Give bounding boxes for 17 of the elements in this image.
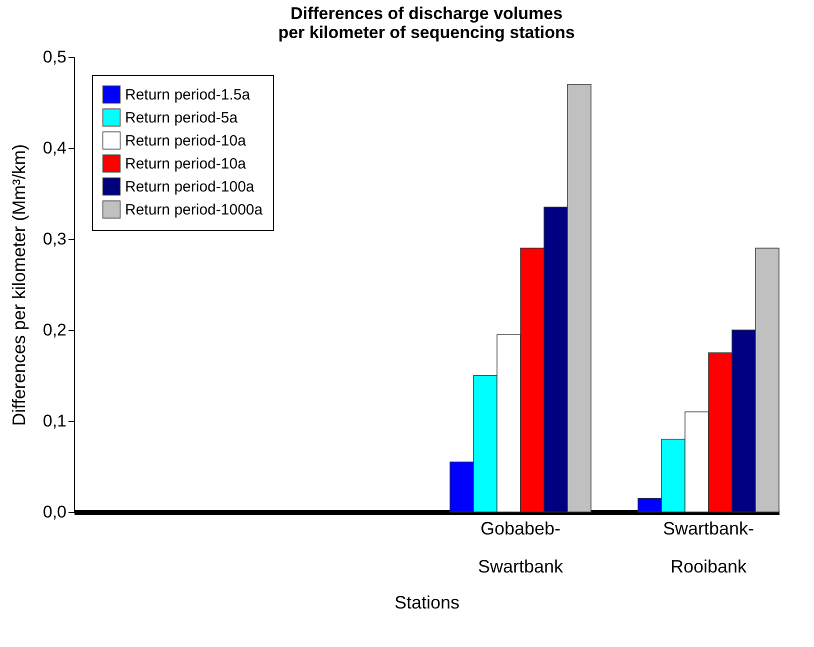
legend-label: Return period-100a — [125, 178, 255, 196]
legend-label: Return period-5a — [125, 110, 238, 126]
legend-label: Return period-1000a — [125, 202, 264, 218]
y-axis-title: Differences per kilometer (Mm³/km) — [8, 144, 29, 426]
legend-label: Return period-10a — [125, 132, 247, 150]
y-tick-label: 0,4 — [42, 138, 66, 158]
y-tick-label: 0,5 — [42, 48, 66, 66]
x-tick-label: Swartbank-Rooibank — [662, 518, 754, 576]
legend-label: Return period-10a — [125, 156, 247, 172]
x-axis-title: Stations — [394, 592, 460, 612]
x-tick-label: Gobabeb-Swartbank — [478, 518, 564, 576]
legend-label: Return period-1.5a — [125, 86, 251, 104]
y-tick-label: 0,2 — [42, 320, 66, 340]
y-tick-label: 0,1 — [42, 412, 66, 430]
y-tick-label: 0,0 — [42, 502, 66, 522]
y-tick-label: 0,3 — [42, 230, 66, 248]
chart-title: Differences of discharge volumes per kilometer of sequencing stations — [278, 4, 575, 42]
